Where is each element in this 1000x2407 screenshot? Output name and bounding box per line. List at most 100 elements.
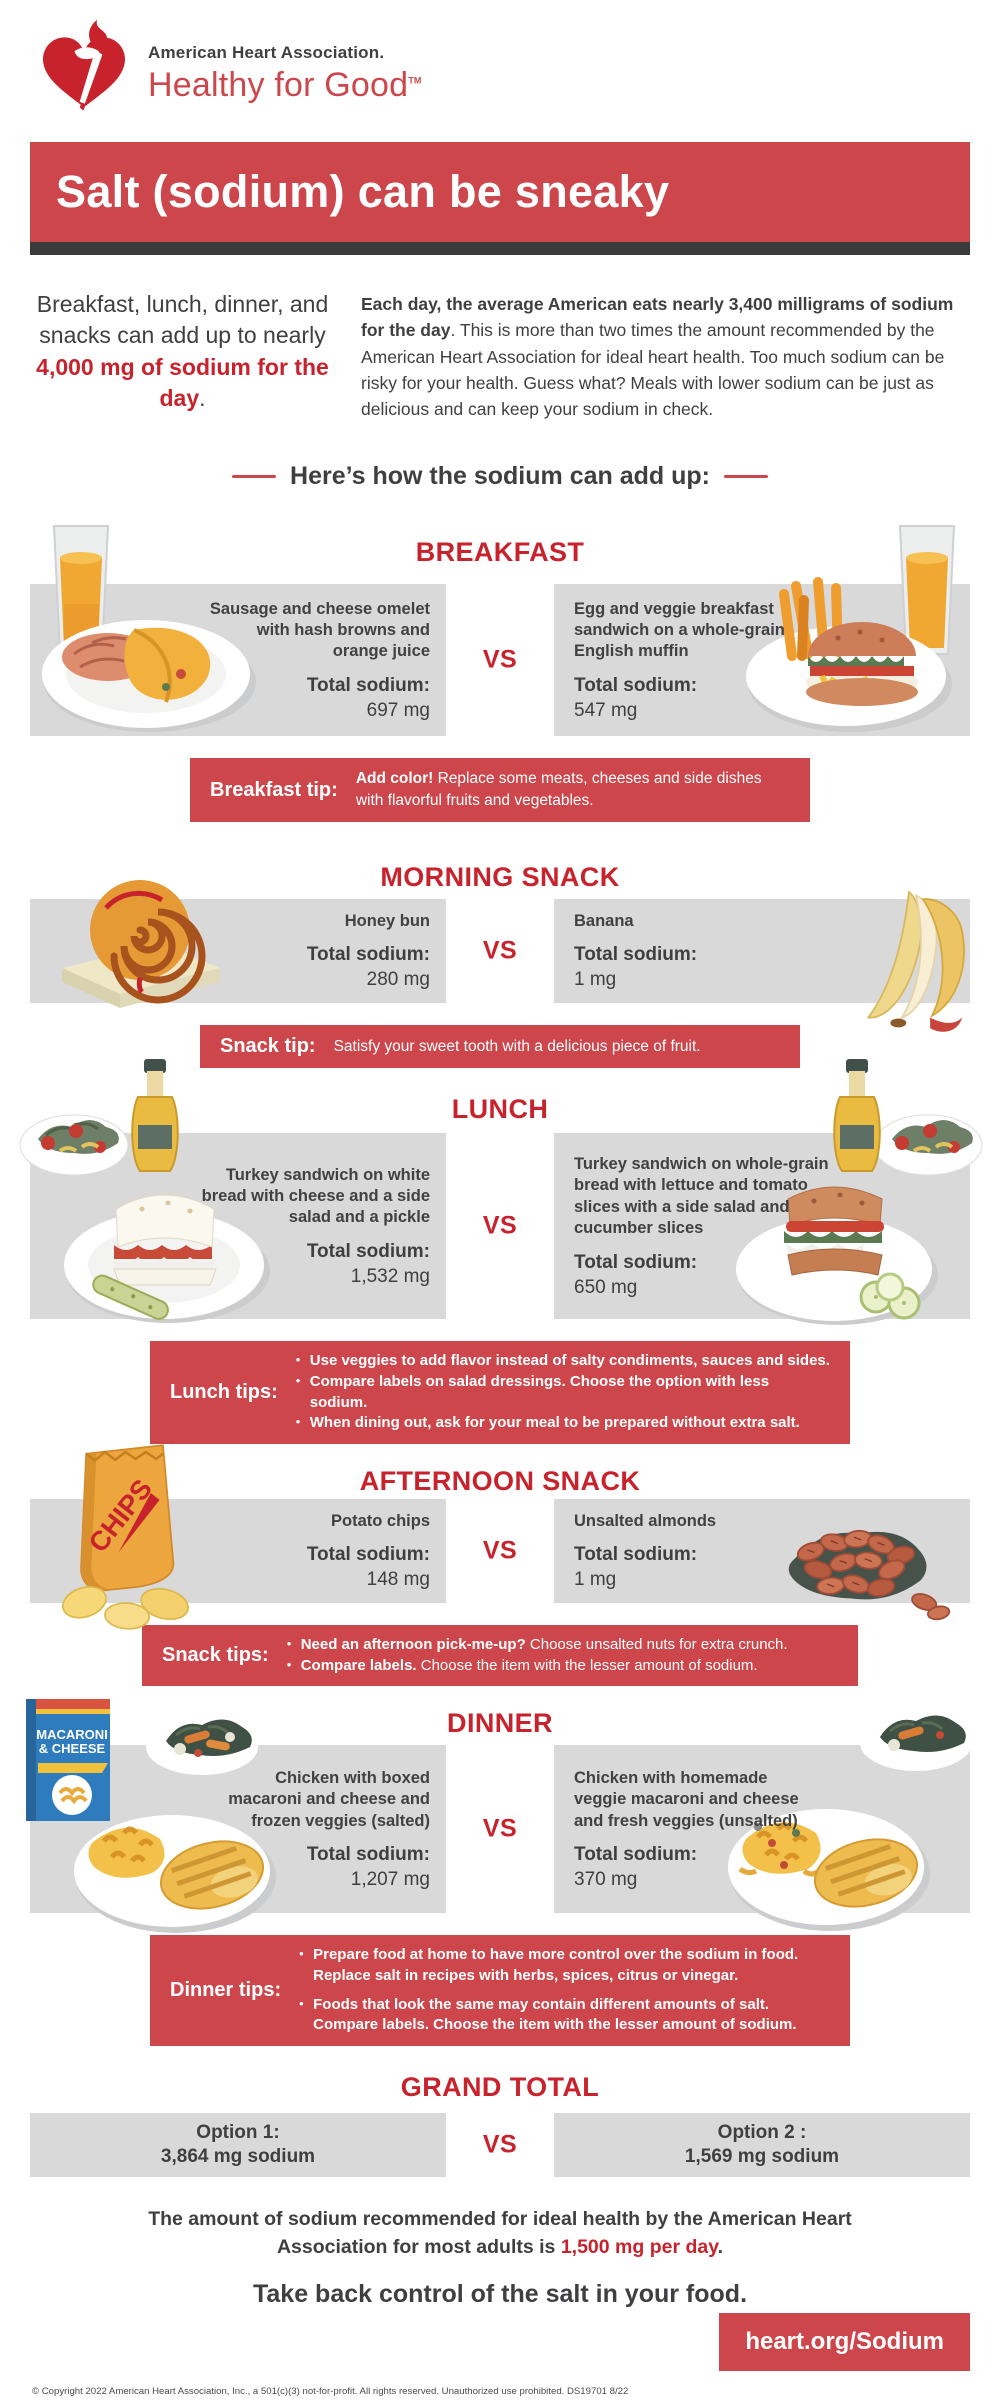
recommendation-highlight: 1,500 mg per day	[560, 2236, 718, 2259]
morning-snack-heading: MORNING SNACK	[380, 862, 620, 893]
org-name: American Heart Association.	[148, 43, 385, 62]
intro-summary-post: .	[199, 384, 206, 411]
intro-section: Breakfast, lunch, dinner, and snacks can…	[0, 255, 1000, 422]
vs-label: VS	[482, 936, 518, 965]
afternoon-snack-heading: AFTERNOON SNACK	[359, 1466, 641, 1496]
morning-snack-tip-band: Snack tip: Satisfy your sweet tooth with…	[200, 1025, 800, 1069]
section-dinner: DINNER MACARONI & CHEESE	[0, 1699, 1000, 2047]
afternoon-option1-card: CHIPS Potato chips Total sodium: 148 mg	[30, 1444, 446, 1630]
tip-bold: When dining out, ask for your meal to be…	[309, 1414, 800, 1432]
tip-rest: Choose the item with the lesser amount o…	[416, 1656, 758, 1674]
option-description: Chicken with homemade veggie macaroni an…	[574, 1768, 799, 1830]
tip-item: When dining out, ask for your meal to be…	[296, 1413, 830, 1434]
option-description: Sausage and cheese omelet with hash brow…	[209, 599, 430, 661]
tip-label: Lunch tips:	[170, 1381, 278, 1404]
closing-section: The amount of sodium recommended for ide…	[0, 2205, 1000, 2309]
total-sodium-amount: 1 mg	[574, 1569, 617, 1591]
pickle-icon	[92, 1274, 169, 1321]
option1-label: Option 1:	[196, 2122, 280, 2144]
lunch-heading: LUNCH	[451, 1094, 549, 1125]
vs-label: VS	[482, 645, 518, 674]
dinner-option1-card: MACARONI & CHEESE	[26, 1699, 446, 1934]
total-sodium-label: Total sodium:	[574, 1251, 698, 1273]
heart-org-sodium-link-button[interactable]: heart.org/Sodium	[719, 2313, 970, 2371]
grand-total-option1-card: Option 1: 3,864 mg sodium	[30, 2113, 446, 2178]
brand-name-text: Healthy for Good	[148, 66, 409, 104]
dinner-tip-band: Dinner tips: Prepare food at home to hav…	[150, 1935, 850, 2047]
brand-text: American Heart Association. Healthy for …	[148, 43, 422, 105]
white-bread-sandwich-illustration	[19, 1059, 270, 1324]
page-title: Salt (sodium) can be sneaky	[56, 166, 670, 217]
morning-option2-card: Banana Total sodium: 1 mg	[554, 890, 970, 1033]
total-sodium-label: Total sodium:	[574, 674, 698, 696]
potato-chips-icon	[62, 1586, 189, 1630]
orange-juice-glass-icon	[52, 525, 110, 656]
total-sodium-amount: 148 mg	[366, 1569, 430, 1591]
total-sodium-label: Total sodium:	[306, 1240, 430, 1262]
mac-pile-icon	[88, 1826, 165, 1879]
intro-paragraph-rest: . This is more than two times the amount…	[361, 320, 945, 419]
tip-item: Compare labels. Choose the item with the…	[287, 1656, 788, 1677]
chicken-breast-icon	[813, 1838, 919, 1908]
tip-rest: Choose unsalted nuts for extra crunch.	[525, 1636, 788, 1653]
frozen-veggies-plate-icon	[146, 1719, 258, 1776]
option2-total: 1,569 mg sodium	[684, 2146, 840, 2168]
tip-bold: Use veggies to add flavor instead of sal…	[309, 1352, 830, 1370]
option-description: Turkey sandwich on white bread with chee…	[201, 1165, 430, 1227]
tip-list: Need an afternoon pick-me-up? Choose uns…	[287, 1635, 788, 1676]
total-sodium-amount: 370 mg	[574, 1869, 638, 1891]
total-sodium-label: Total sodium:	[574, 1844, 698, 1866]
tip-text: Satisfy your sweet tooth with a deliciou…	[334, 1036, 701, 1058]
tip-bold: Compare labels on salad dressings. Choos…	[309, 1372, 770, 1411]
breakfast-tip-band: Breakfast tip: Add color! Replace some m…	[190, 758, 810, 823]
almonds-illustration	[788, 1529, 951, 1621]
white-bread-sandwich-icon	[112, 1194, 217, 1286]
intro-summary-highlight: 4,000 mg of sodium for the day	[36, 353, 329, 411]
lunch-option1-card: Turkey sandwich on white bread with chee…	[19, 1059, 446, 1324]
section-breakfast: BREAKFAST	[0, 525, 1000, 823]
option-description: Banana	[574, 912, 634, 931]
tip-text: Add color! Replace some meats, cheeses a…	[356, 768, 790, 812]
title-banner: Salt (sodium) can be sneaky	[30, 142, 970, 242]
total-sodium-label: Total sodium:	[306, 944, 430, 966]
option-description: Potato chips	[330, 1511, 430, 1530]
grand-total-option2-card: Option 2 : 1,569 mg sodium	[554, 2113, 970, 2178]
recommendation-post: .	[717, 2236, 724, 2259]
banana-icon	[866, 890, 965, 1033]
dressing-bottle-icon	[131, 1059, 179, 1173]
total-sodium-label: Total sodium:	[574, 944, 698, 966]
almond-pile-icon	[788, 1529, 951, 1621]
red-dash-left	[232, 475, 277, 479]
tip-bold: Prepare food at home to have more contro…	[313, 1946, 799, 1985]
banana-illustration	[866, 890, 965, 1033]
tip-list: Prepare food at home to have more contro…	[299, 1945, 830, 2036]
lead-heading-row: Here’s how the sodium can add up:	[0, 462, 1000, 491]
vs-label: VS	[482, 1536, 518, 1565]
intro-paragraph: Each day, the average American eats near…	[361, 289, 960, 422]
mac-and-cheese-box-icon: MACARONI & CHEESE	[26, 1699, 110, 1822]
potato-chips-bag-illustration: CHIPS	[62, 1444, 189, 1630]
trademark-mark: TM	[408, 75, 422, 86]
tip-bold: Compare labels.	[300, 1656, 417, 1674]
honey-bun-illustration	[62, 880, 220, 1009]
side-salad-icon	[19, 1114, 129, 1176]
boxed-mac-chicken-illustration: MACARONI & CHEESE	[26, 1699, 276, 1934]
total-sodium-amount: 1,532 mg	[350, 1265, 430, 1287]
afternoon-compare-row: CHIPS Potato chips Total sodium: 148 mg	[30, 1444, 970, 1630]
section-afternoon-snack: AFTERNOON SNACK CHIPS	[0, 1444, 1000, 1687]
call-to-action: Take back control of the salt in your fo…	[252, 2279, 748, 2308]
option-description: Chicken with boxed macaroni and cheese a…	[228, 1768, 430, 1830]
vs-label: VS	[482, 1814, 518, 1843]
total-sodium-amount: 280 mg	[366, 969, 430, 991]
mac-box-label-line2: & CHEESE	[39, 1741, 106, 1756]
total-sodium-amount: 650 mg	[574, 1276, 638, 1298]
option2-label: Option 2 :	[717, 2122, 807, 2144]
tip-label: Dinner tips:	[170, 1979, 282, 2002]
intro-summary: Breakfast, lunch, dinner, and snacks can…	[30, 289, 335, 422]
afternoon-option2-card: Unsalted almonds Total sodium: 1 mg	[554, 1499, 970, 1621]
red-dash-right	[723, 475, 768, 479]
option1-total: 3,864 mg sodium	[160, 2146, 316, 2168]
breakfast-sandwich-fries-illustration	[746, 525, 956, 733]
tip-bold: Foods that look the same may contain dif…	[313, 1995, 797, 2034]
intro-paragraph-bold: Each day, the average American eats near…	[361, 294, 954, 341]
